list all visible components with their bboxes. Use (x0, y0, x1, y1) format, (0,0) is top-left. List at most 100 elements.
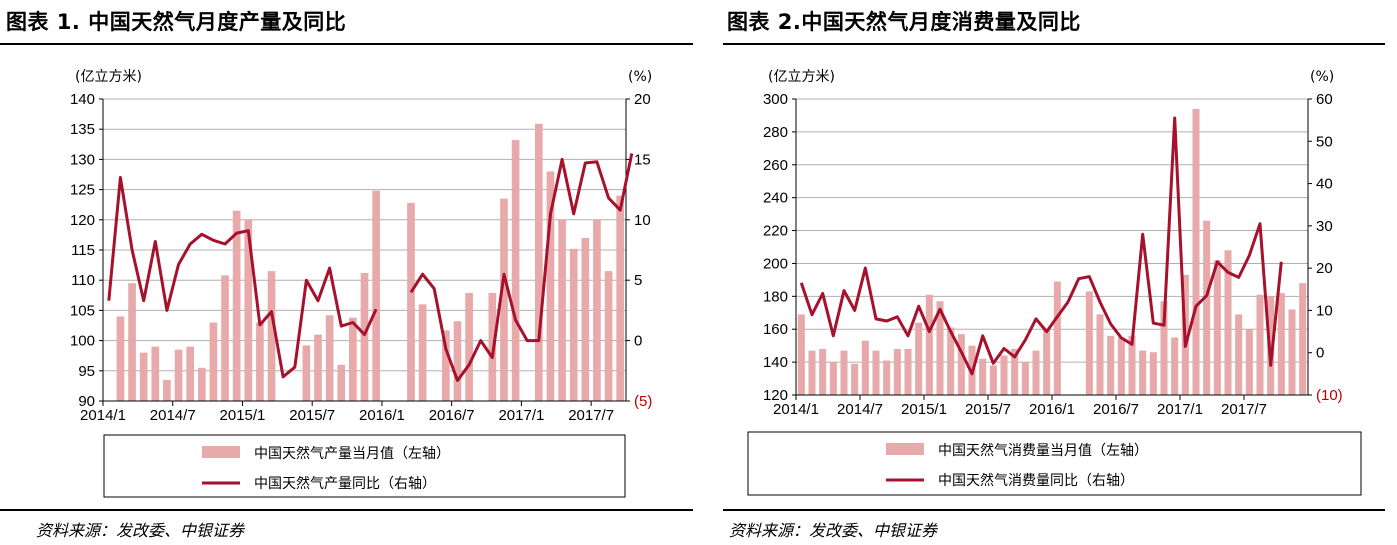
y-tick-label-left: 115 (71, 242, 95, 259)
bar (349, 317, 357, 401)
bar (197, 367, 206, 401)
bar (442, 330, 450, 401)
y-tick-label-left: 300 (763, 91, 788, 108)
bar (989, 365, 997, 395)
chart-panel-production: 图表 1. 中国天然气月度产量及同比 140 135 130 125 120 115 110… (0, 10, 693, 540)
y-tick-label-right: 10 (1316, 302, 1333, 319)
y-tick-label-right: 10 (634, 212, 651, 229)
bar (1139, 350, 1147, 395)
bar (232, 210, 241, 401)
bar (511, 140, 520, 401)
y-tick-label-left: 260 (763, 157, 788, 174)
source-note: 资料来源：发改委、中银证券 (36, 521, 245, 540)
bar (558, 219, 566, 401)
bar (1085, 291, 1093, 395)
bar (1021, 362, 1029, 395)
bar (979, 358, 987, 395)
bar (1096, 314, 1104, 395)
bar (500, 198, 508, 401)
x-tick-label: 2015/7 (965, 401, 1011, 418)
y-tick-label-right: 5 (634, 272, 642, 289)
bar (534, 123, 543, 401)
bar (314, 334, 322, 401)
bar (861, 340, 869, 395)
bar (829, 362, 837, 395)
x-tick-label: 2014/7 (150, 407, 196, 424)
bar (139, 352, 148, 401)
x-tick-label: 2014/1 (80, 407, 126, 424)
bar (1224, 250, 1232, 395)
bar (1032, 350, 1040, 395)
x-tick-label: 2014/1 (773, 401, 819, 418)
y-tick-label-left: 130 (70, 151, 95, 168)
x-tick-label: 2015/1 (901, 401, 947, 418)
y-tick-label-left: 120 (763, 387, 788, 404)
bar (1288, 309, 1296, 395)
y-tick-label-right: 20 (634, 91, 651, 108)
x-tick-label: 2016/7 (1093, 401, 1139, 418)
production-chart-svg: 140135130125120115110105100959020151050(… (70, 69, 652, 498)
bar (174, 349, 183, 401)
x-tick-label: 2015/1 (220, 407, 266, 424)
x-tick-label: 2017/7 (1221, 401, 1267, 418)
bar (360, 272, 369, 401)
x-tick-label: 2016/7 (429, 407, 475, 424)
x-tick-label: 2017/1 (1157, 401, 1203, 418)
source-rule (0, 509, 693, 511)
y-tick-label-right: 30 (1316, 218, 1333, 235)
bar (1192, 108, 1200, 395)
y-tick-label-left: 90 (78, 393, 95, 410)
x-tick-label: 2016/1 (1029, 401, 1075, 418)
y-tick-label-left: 110 (71, 272, 95, 289)
bar (872, 350, 880, 395)
bar (925, 294, 933, 395)
bar (1213, 260, 1221, 395)
bar (163, 379, 171, 401)
bar (581, 237, 590, 401)
x-tick-label: 2017/7 (568, 407, 614, 424)
bar (840, 350, 848, 395)
legend-label-bar: 中国天然气消费量当月值（左轴） (938, 442, 1148, 459)
bar (947, 327, 955, 395)
x-tick-label: 2014/7 (837, 401, 883, 418)
title-rule (723, 43, 1385, 45)
bar (904, 348, 912, 395)
y-tick-label-left: 180 (763, 288, 788, 305)
bar (244, 219, 253, 401)
bar (915, 322, 923, 395)
title-rule (0, 43, 693, 45)
bar (883, 360, 891, 395)
right-axis-unit: (%) (1310, 69, 1334, 85)
source-rule (723, 509, 1385, 511)
bar (1277, 293, 1285, 395)
bar (256, 322, 264, 401)
y-tick-label-left: 120 (70, 212, 95, 229)
bar (372, 190, 380, 401)
y-tick-label-right: 0 (634, 333, 642, 350)
legend-swatch-bar (886, 443, 924, 455)
bar (151, 346, 160, 401)
bar (337, 364, 346, 401)
bar (797, 314, 805, 395)
bar (267, 271, 276, 401)
bar (418, 304, 427, 401)
y-tick-label-left: 240 (763, 190, 788, 207)
y-tick-label-left: 280 (763, 124, 788, 141)
y-tick-label-right: 0 (1316, 345, 1324, 362)
y-tick-label-left: 95 (78, 363, 95, 380)
bar (1149, 352, 1157, 395)
legend-swatch-bar (202, 446, 240, 458)
chart-panel-consumption: 图表 2.中国天然气月度消费量及同比 300 280 260 240 220 200 180… (723, 0, 1397, 545)
bar (407, 202, 415, 401)
bar (569, 248, 578, 401)
bar (616, 195, 625, 401)
left-axis-unit: (亿立方米) (768, 69, 835, 85)
consumption-chart-svg: 3002802602402202001801601401206050403020… (747, 69, 1362, 496)
bar (808, 350, 816, 395)
bar (893, 348, 901, 395)
y-tick-label-right: 50 (1316, 133, 1333, 150)
y-tick-label-left: 135 (70, 121, 95, 138)
bar (957, 334, 965, 395)
legend-label-line: 中国天然气产量同比（右轴） (254, 475, 436, 492)
bar (1000, 355, 1008, 395)
